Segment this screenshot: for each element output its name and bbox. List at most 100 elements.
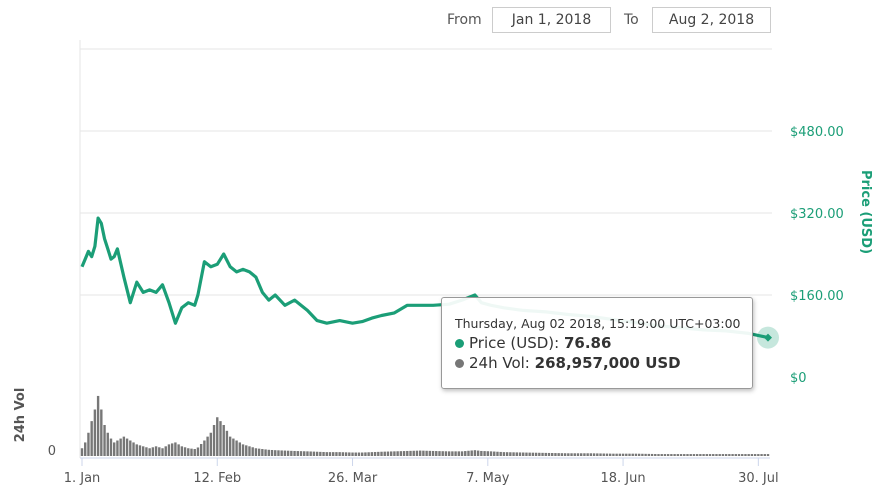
volume-bar (644, 453, 647, 456)
volume-bar (666, 454, 670, 456)
volume-bar (341, 452, 345, 456)
volume-bar (190, 448, 193, 456)
volume-bar (138, 445, 142, 456)
volume-bar (731, 454, 734, 456)
volume-bar (238, 442, 242, 456)
volume-bar (547, 452, 551, 456)
volume-bar (522, 452, 525, 456)
range-to-field[interactable]: Aug 2, 2018 (652, 6, 771, 34)
volume-bar (747, 454, 750, 456)
volume-bar (402, 451, 406, 456)
volume-bar (386, 451, 390, 456)
price-series-dot (455, 339, 464, 348)
volume-bar (686, 454, 689, 456)
volume-bar (199, 443, 203, 456)
volume-bar (100, 409, 103, 456)
price-axis-title: Price (USD) (858, 170, 873, 254)
volume-bar (354, 452, 357, 456)
volume-bar (451, 451, 454, 456)
volume-bar (306, 451, 309, 456)
volume-bar (705, 454, 709, 456)
volume-bar (280, 450, 283, 456)
volume-bar (245, 445, 248, 456)
volume-bar (431, 450, 435, 456)
volume-bar (322, 451, 325, 456)
volume-bar (444, 451, 448, 456)
volume-bar (283, 450, 287, 456)
x-tick-label: 26. Mar (328, 471, 378, 486)
volume-bar (480, 450, 483, 456)
volume-bar (332, 452, 335, 456)
volume-bar (241, 444, 245, 456)
volume-bar (457, 451, 461, 456)
volume-bar (518, 452, 522, 456)
x-tick-label: 18. Jun (601, 471, 646, 486)
volume-bar (106, 432, 109, 456)
volume-bar (612, 453, 615, 456)
volume-bar (180, 446, 184, 456)
volume-bar (563, 453, 567, 456)
volume-bar (592, 453, 596, 456)
volume-bar (512, 452, 515, 456)
volume-bar (673, 454, 676, 456)
volume-bar (576, 453, 580, 456)
volume-bar (605, 453, 609, 456)
x-tick-label: 1. Jan (64, 471, 101, 486)
volume-bar (257, 448, 261, 456)
volume-bar (615, 453, 618, 456)
volume-bar (435, 451, 438, 456)
volume-bar (251, 447, 254, 456)
volume-bar (212, 425, 216, 456)
volume-bar (441, 451, 444, 456)
volume-bar (750, 454, 754, 456)
volume-bar (502, 452, 506, 456)
range-to-input[interactable]: Aug 2, 2018 (652, 7, 771, 33)
volume-bar (393, 451, 396, 456)
volume-bar (219, 421, 222, 456)
volume-bar (438, 451, 441, 456)
volume-bar (515, 452, 518, 456)
volume-bar (557, 453, 560, 456)
volume-bar (554, 453, 557, 456)
volume-bar (534, 452, 538, 456)
volume-bar (467, 450, 470, 456)
tooltip-price-value: 76.86 (563, 334, 612, 352)
volume-bar (744, 454, 747, 456)
range-from: From (447, 6, 482, 34)
volume-bar (596, 453, 599, 456)
price-tick-label: $160.00 (790, 289, 844, 304)
volume-bar (634, 453, 638, 456)
volume-bar (573, 453, 576, 456)
volume-bar (296, 451, 299, 456)
volume-bar (174, 442, 177, 456)
volume-bar (676, 454, 680, 456)
range-from-field[interactable]: Jan 1, 2018 (492, 6, 611, 34)
volume-bar (663, 454, 667, 456)
volume-bar (702, 454, 705, 456)
volume-bar (225, 430, 229, 456)
volume-bar (232, 438, 235, 456)
volume-bar (158, 447, 161, 456)
volume-bar (270, 449, 274, 456)
volume-bar (206, 436, 209, 456)
volume-axis-title: 24h Vol (13, 388, 28, 443)
volume-bar (293, 450, 296, 456)
volume-bar (351, 452, 354, 456)
range-from-label: From (447, 12, 482, 28)
hover-marker (764, 333, 772, 342)
volume-bar (103, 425, 106, 456)
volume-bar (447, 451, 451, 456)
volume-bar (470, 450, 473, 456)
volume-bar (248, 446, 251, 456)
volume-bar (631, 453, 634, 456)
volume-bar (148, 448, 151, 456)
volume-bar (373, 451, 377, 456)
tooltip-date: Thursday, Aug 02 2018, 15:19:00 UTC+03:0… (455, 316, 741, 331)
range-from-input[interactable]: Jan 1, 2018 (492, 7, 611, 33)
data-tooltip: Thursday, Aug 02 2018, 15:19:00 UTC+03:0… (441, 297, 753, 389)
volume-bars (80, 395, 770, 456)
volume-bar (141, 446, 145, 456)
volume-series-dot (455, 359, 464, 368)
volume-bar (647, 453, 651, 456)
